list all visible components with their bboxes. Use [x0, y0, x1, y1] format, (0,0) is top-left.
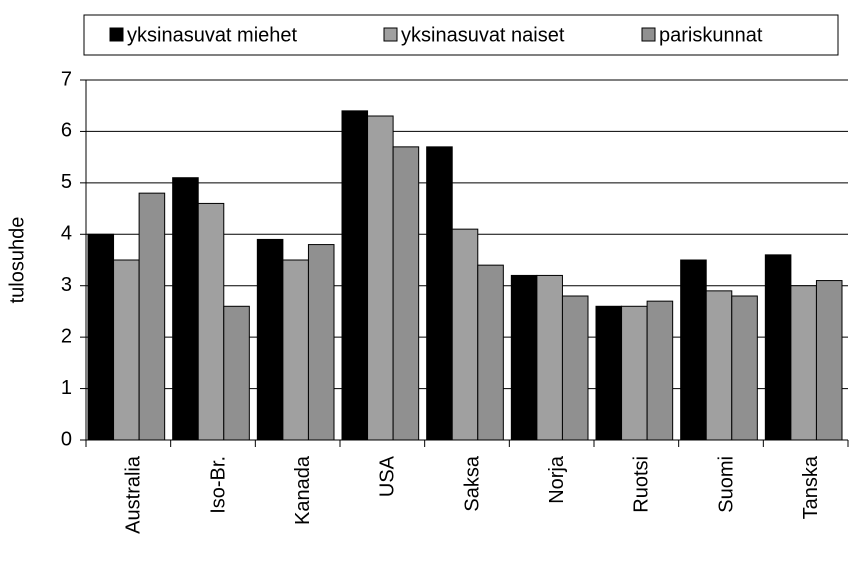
x-tick-label: Suomi	[715, 456, 737, 513]
x-tick-label: Norja	[546, 455, 568, 504]
y-axis-label: tulosuhde	[6, 217, 28, 304]
x-tick-label: Iso-Br.	[207, 456, 229, 514]
legend-swatch	[641, 27, 656, 42]
x-tick-label: Tanska	[800, 455, 822, 519]
bar	[561, 295, 589, 441]
bar	[87, 233, 115, 441]
bar	[510, 274, 538, 441]
bar	[341, 110, 369, 441]
bar	[223, 305, 250, 441]
bar	[646, 300, 674, 441]
bar	[197, 202, 225, 441]
legend-label: yksinasuvat naiset	[401, 24, 565, 46]
bar	[680, 259, 707, 441]
bar	[113, 259, 140, 441]
bar	[367, 115, 394, 441]
y-tick-label: 2	[61, 325, 72, 347]
y-tick-label: 5	[61, 171, 72, 193]
x-tick-label: Australia	[123, 455, 145, 534]
bar	[392, 146, 420, 441]
legend-box	[83, 14, 839, 56]
bar	[172, 177, 199, 441]
bar	[764, 254, 792, 441]
legend-label: pariskunnat	[659, 24, 763, 46]
legend-swatch	[383, 27, 398, 42]
bar	[282, 259, 309, 441]
x-tick-label: Ruotsi	[631, 456, 653, 513]
bar	[477, 264, 504, 441]
y-tick-label: 7	[61, 68, 72, 90]
bar	[815, 280, 843, 441]
bar	[256, 238, 284, 441]
bar	[595, 305, 623, 441]
x-tick-label: Kanada	[292, 455, 314, 525]
x-tick-label: Saksa	[461, 455, 483, 511]
bar	[790, 285, 817, 441]
bar	[426, 146, 453, 441]
y-tick-label: 0	[61, 428, 72, 450]
bar	[307, 244, 335, 441]
legend-swatch	[109, 27, 124, 42]
legend-label: yksinasuvat miehet	[127, 24, 298, 46]
bar	[731, 295, 758, 441]
y-tick-label: 3	[61, 274, 72, 296]
x-tick-label: USA	[377, 455, 399, 497]
bar	[705, 290, 733, 441]
y-tick-label: 1	[61, 377, 72, 399]
bar	[536, 274, 563, 441]
bar	[621, 305, 648, 441]
y-tick-label: 6	[61, 120, 72, 142]
bar	[138, 192, 166, 441]
bar	[451, 228, 479, 441]
y-tick-label: 4	[61, 223, 72, 245]
